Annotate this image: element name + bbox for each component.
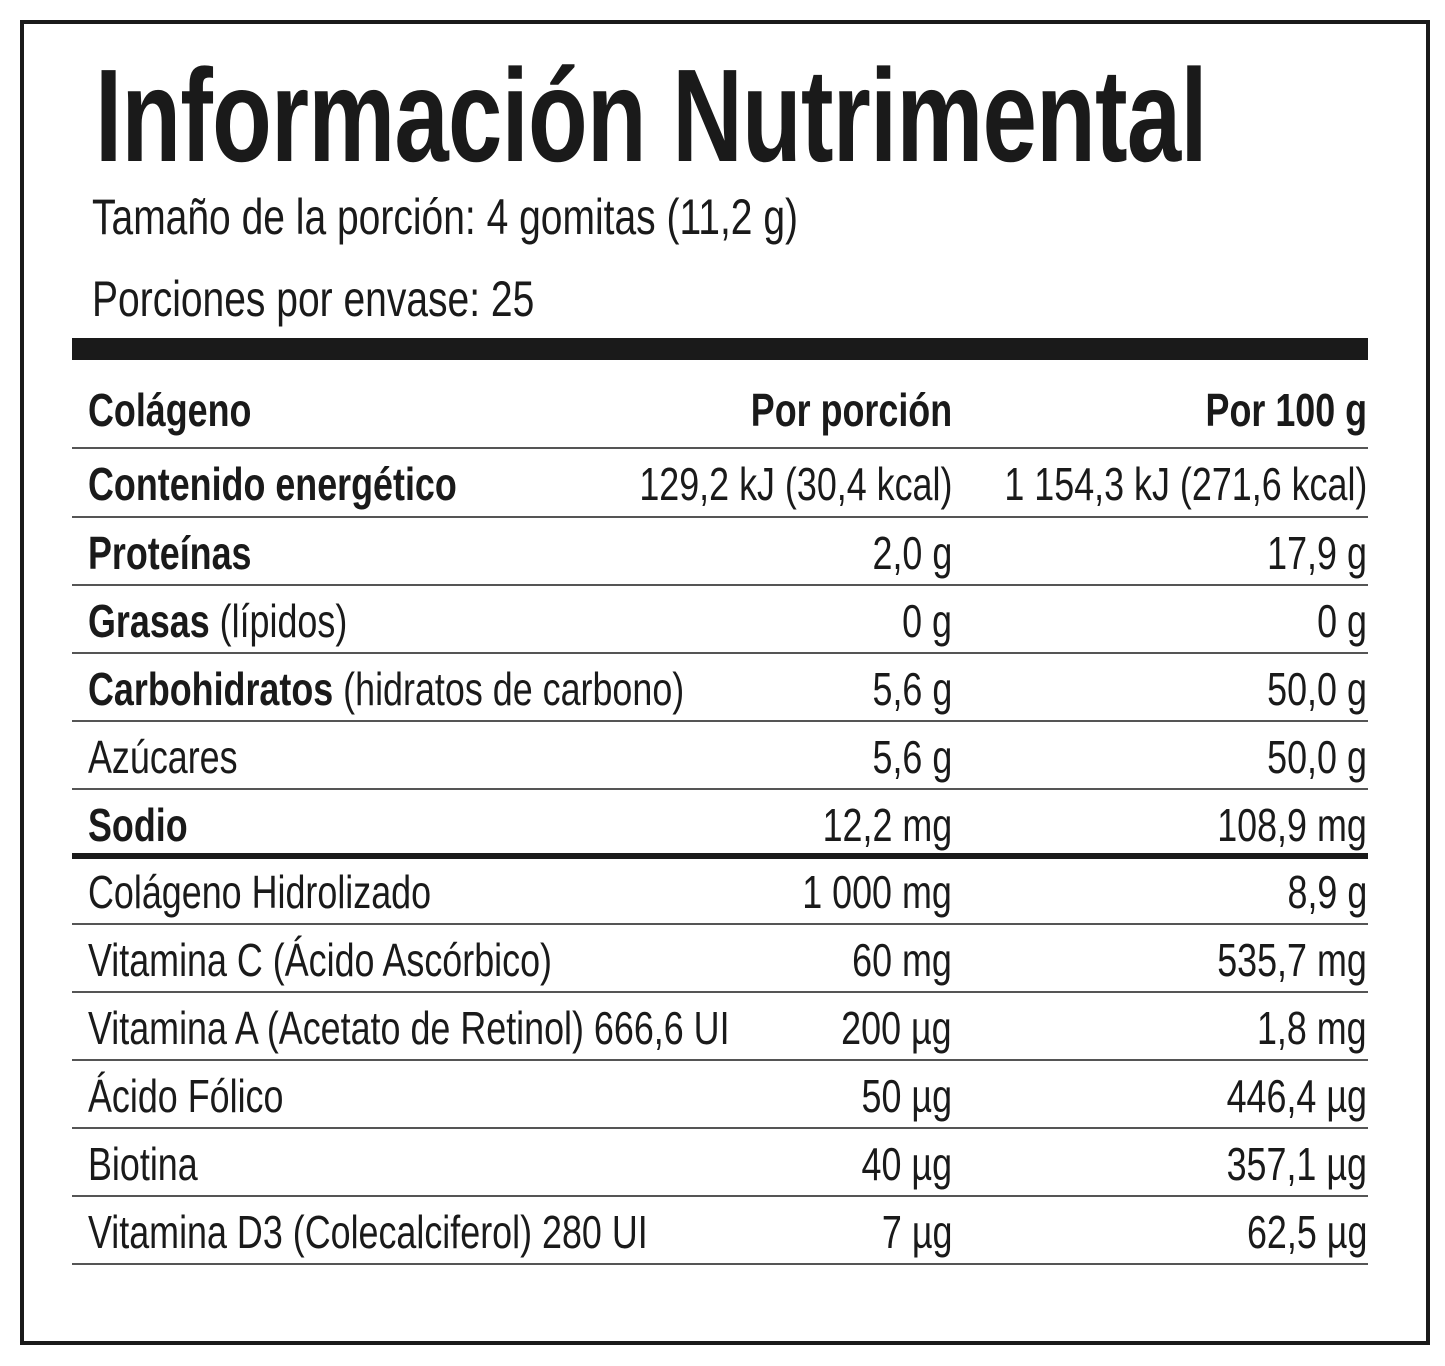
per-100g-value: 357,1 µg xyxy=(1226,1138,1367,1190)
nutrient-name-detail: Vitamina C (Ácido Ascórbico) xyxy=(88,934,552,986)
table-row: Contenido energético 129,2 kJ (30,4 kcal… xyxy=(0,450,1445,518)
nutrient-name-bold: Grasas xyxy=(88,595,210,647)
nutrient-name-bold: Carbohidratos xyxy=(88,663,334,715)
table-row: Vitamina C (Ácido Ascórbico) 60 mg 535,7… xyxy=(0,926,1445,994)
nutrient-name: Azúcares xyxy=(88,731,238,783)
servings-per-container: Porciones por envase: 25 xyxy=(92,271,535,327)
table-row: Biotina 40 µg 357,1 µg xyxy=(0,1130,1445,1198)
header-name: Colágeno xyxy=(88,384,252,436)
table-row: Azúcares 5,6 g 50,0 g xyxy=(0,723,1445,791)
per-serving-value: 50 µg xyxy=(861,1070,952,1122)
nutrient-name-detail: Vitamina A (Acetato de Retinol) 666,6 UI xyxy=(88,1002,730,1054)
per-serving-value: 1 000 mg xyxy=(802,866,952,918)
row-divider xyxy=(72,652,1368,654)
nutrient-name-detail: Ácido Fólico xyxy=(88,1070,284,1122)
per-serving-value: 5,6 g xyxy=(872,663,952,715)
table-row: Sodio 12,2 mg 108,9 mg xyxy=(0,791,1445,859)
section-divider xyxy=(72,853,1368,859)
table-row: Carbohidratos (hidratos de carbono) 5,6 … xyxy=(0,655,1445,723)
nutrient-name: Vitamina D3 (Colecalciferol) 280 UI xyxy=(88,1206,648,1258)
per-serving-value: 200 µg xyxy=(841,1002,952,1054)
nutrient-name-detail: Colágeno Hidrolizado xyxy=(88,866,432,918)
nutrient-name-bold: Contenido energético xyxy=(88,458,457,510)
nutrient-name: Vitamina C (Ácido Ascórbico) xyxy=(88,934,552,986)
nutrient-name-detail: (hidratos de carbono) xyxy=(333,663,685,715)
per-100g-value: 8,9 g xyxy=(1287,866,1367,918)
nutrient-name: Carbohidratos (hidratos de carbono) xyxy=(88,663,684,715)
nutrient-name: Sodio xyxy=(88,799,188,851)
nutrient-name: Ácido Fólico xyxy=(88,1070,283,1122)
table-row: Ácido Fólico 50 µg 446,4 µg xyxy=(0,1062,1445,1130)
per-serving-value: 0 g xyxy=(902,595,952,647)
row-divider xyxy=(72,991,1368,993)
table-row: Vitamina D3 (Colecalciferol) 280 UI 7 µg… xyxy=(0,1198,1445,1266)
row-divider xyxy=(72,923,1368,925)
label-title: Información Nutrimental xyxy=(95,42,1208,189)
per-100g-value: 535,7 mg xyxy=(1217,934,1367,986)
per-serving-value: 40 µg xyxy=(861,1138,952,1190)
row-divider xyxy=(72,1059,1368,1061)
per-serving-value: 60 mg xyxy=(852,934,952,986)
per-100g-value: 62,5 µg xyxy=(1246,1206,1367,1258)
per-100g-value: 0 g xyxy=(1317,595,1367,647)
nutrient-name-detail: Biotina xyxy=(88,1138,198,1190)
row-divider xyxy=(72,584,1368,586)
per-100g-value: 1 154,3 kJ (271,6 kcal) xyxy=(1004,458,1367,510)
table-row: Grasas (lípidos) 0 g 0 g xyxy=(0,587,1445,655)
table-row: Colágeno Hidrolizado 1 000 mg 8,9 g xyxy=(0,858,1445,926)
per-100g-value: 1,8 mg xyxy=(1257,1002,1367,1054)
row-divider xyxy=(72,447,1368,449)
nutrient-name: Contenido energético xyxy=(88,458,457,510)
nutrient-name: Colágeno Hidrolizado xyxy=(88,866,431,918)
per-100g-value: 17,9 g xyxy=(1267,527,1367,579)
header-per-100g: Por 100 g xyxy=(1205,384,1367,436)
per-100g-value: 446,4 µg xyxy=(1226,1070,1367,1122)
nutrient-name-detail: Vitamina D3 (Colecalciferol) 280 UI xyxy=(88,1206,648,1258)
row-divider xyxy=(72,1127,1368,1129)
header-per-serving: Por porción xyxy=(750,384,952,436)
nutrient-name-bold: Proteínas xyxy=(88,527,252,579)
row-divider xyxy=(72,1263,1368,1265)
serving-size: Tamaño de la porción: 4 gomitas (11,2 g) xyxy=(92,189,799,245)
nutrient-name-detail: Azúcares xyxy=(88,731,238,783)
label-frame xyxy=(20,20,1430,1345)
row-divider xyxy=(72,788,1368,790)
per-serving-value: 129,2 kJ (30,4 kcal) xyxy=(638,458,952,510)
row-divider xyxy=(72,516,1368,518)
per-100g-value: 108,9 mg xyxy=(1217,799,1367,851)
nutrient-name: Grasas (lípidos) xyxy=(88,595,347,647)
per-100g-value: 50,0 g xyxy=(1267,663,1367,715)
thick-divider xyxy=(72,338,1368,360)
table-row: Vitamina A (Acetato de Retinol) 666,6 UI… xyxy=(0,994,1445,1062)
per-100g-value: 50,0 g xyxy=(1267,731,1367,783)
per-serving-value: 2,0 g xyxy=(872,527,952,579)
nutrient-name: Proteínas xyxy=(88,527,252,579)
per-serving-value: 12,2 mg xyxy=(822,799,952,851)
nutrient-name-detail: (lípidos) xyxy=(209,595,348,647)
row-divider xyxy=(72,1195,1368,1197)
nutrient-name-bold: Sodio xyxy=(88,799,188,851)
header-row: Colágeno Por porción Por 100 g xyxy=(0,376,1445,444)
per-serving-value: 7 µg xyxy=(881,1206,952,1258)
nutrient-name: Biotina xyxy=(88,1138,198,1190)
nutrient-name: Vitamina A (Acetato de Retinol) 666,6 UI xyxy=(88,1002,730,1054)
per-serving-value: 5,6 g xyxy=(872,731,952,783)
table-row: Proteínas 2,0 g 17,9 g xyxy=(0,519,1445,587)
row-divider xyxy=(72,720,1368,722)
